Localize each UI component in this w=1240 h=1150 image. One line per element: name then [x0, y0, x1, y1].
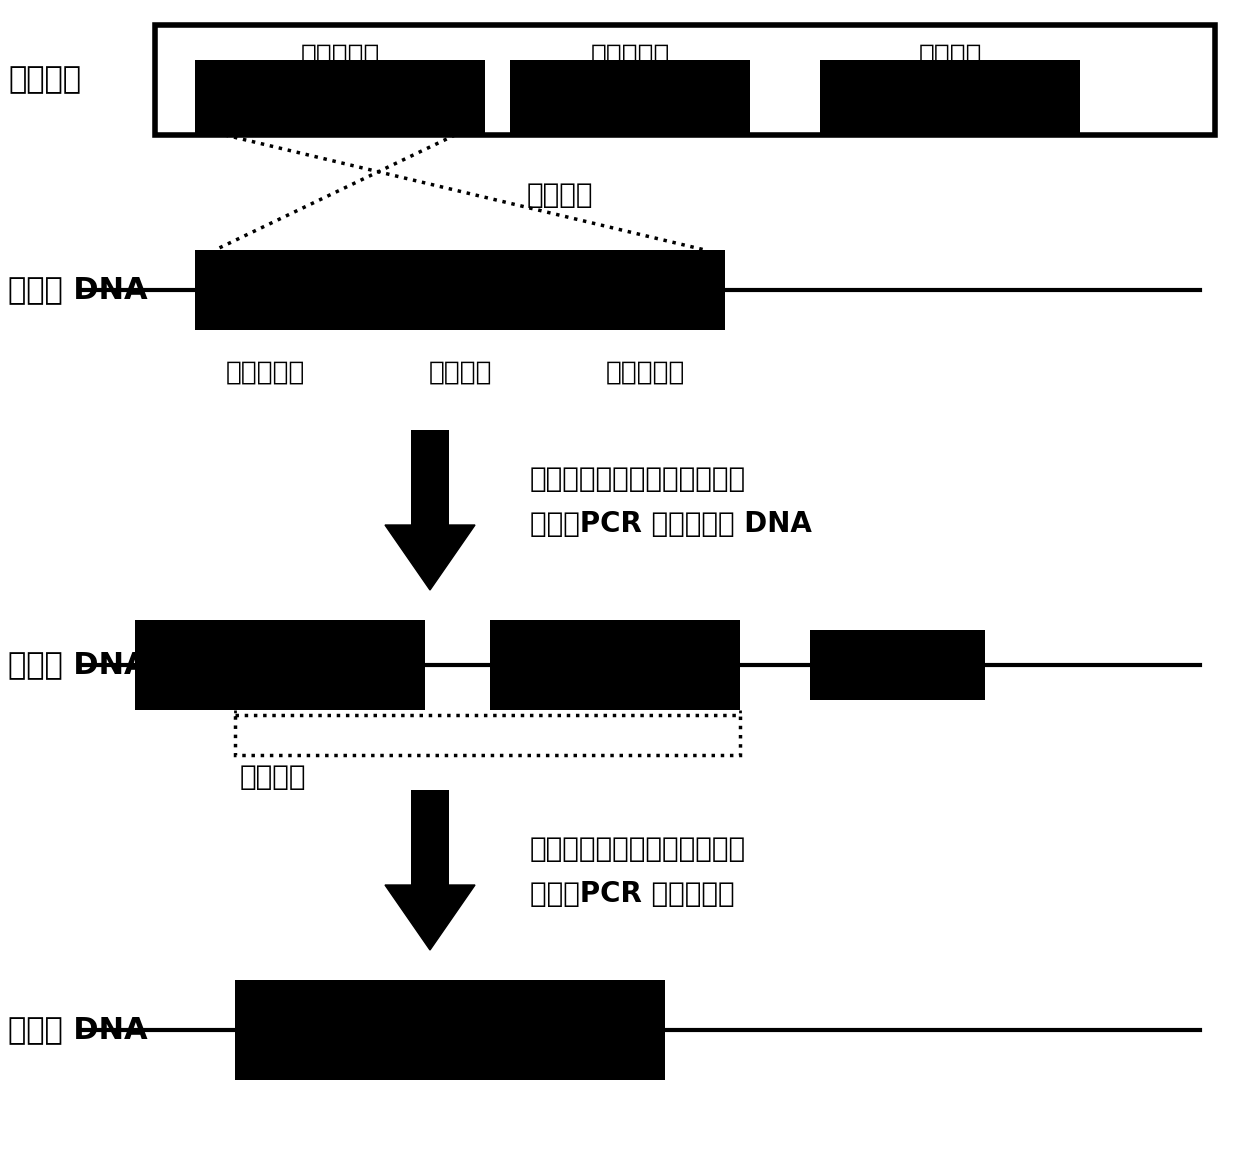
- Text: 基因组 DNA: 基因组 DNA: [7, 1015, 148, 1044]
- Text: 高温单交换传代，温敏型载体: 高温单交换传代，温敏型载体: [529, 465, 746, 493]
- Bar: [155, 25, 1215, 135]
- Text: 菌株，PCR 和测序验证: 菌株，PCR 和测序验证: [529, 880, 734, 908]
- Text: 双交换传代，点种，筛选无抗: 双交换传代，点种，筛选无抗: [529, 835, 746, 862]
- Text: 下游同源臂: 下游同源臂: [590, 82, 670, 108]
- Text: 同源重组: 同源重组: [241, 762, 306, 791]
- Bar: [195, 90, 485, 135]
- Bar: [510, 60, 750, 130]
- Text: 上游同源臂: 上游同源臂: [226, 360, 305, 386]
- Polygon shape: [384, 886, 475, 950]
- Bar: [195, 60, 485, 130]
- Text: 抗性基因: 抗性基因: [919, 82, 982, 108]
- Polygon shape: [384, 526, 475, 590]
- Text: 上游同源臂: 上游同源臂: [300, 43, 379, 69]
- Text: 敲除载体: 敲除载体: [7, 66, 81, 94]
- Bar: [490, 620, 740, 710]
- Bar: [135, 620, 425, 710]
- Bar: [810, 630, 985, 700]
- Text: 基因组 DNA: 基因组 DNA: [7, 651, 148, 680]
- Text: 丢失，PCR 验证基因组 DNA: 丢失，PCR 验证基因组 DNA: [529, 509, 812, 538]
- Text: 下游同源臂: 下游同源臂: [605, 360, 684, 386]
- Bar: [236, 715, 740, 756]
- Text: 目标序列: 目标序列: [428, 360, 492, 386]
- Bar: [195, 250, 725, 330]
- Bar: [410, 430, 449, 526]
- Bar: [410, 790, 449, 886]
- Bar: [510, 90, 750, 135]
- Text: 下游同源臂: 下游同源臂: [590, 43, 670, 69]
- Text: 同源重组: 同源重组: [527, 181, 593, 209]
- Bar: [820, 60, 1080, 130]
- Text: 抗性基因: 抗性基因: [919, 43, 982, 69]
- Text: 基因组 DNA: 基因组 DNA: [7, 276, 148, 305]
- Bar: [236, 980, 665, 1080]
- Text: 上游同源臂: 上游同源臂: [300, 82, 379, 108]
- Bar: [820, 90, 1080, 135]
